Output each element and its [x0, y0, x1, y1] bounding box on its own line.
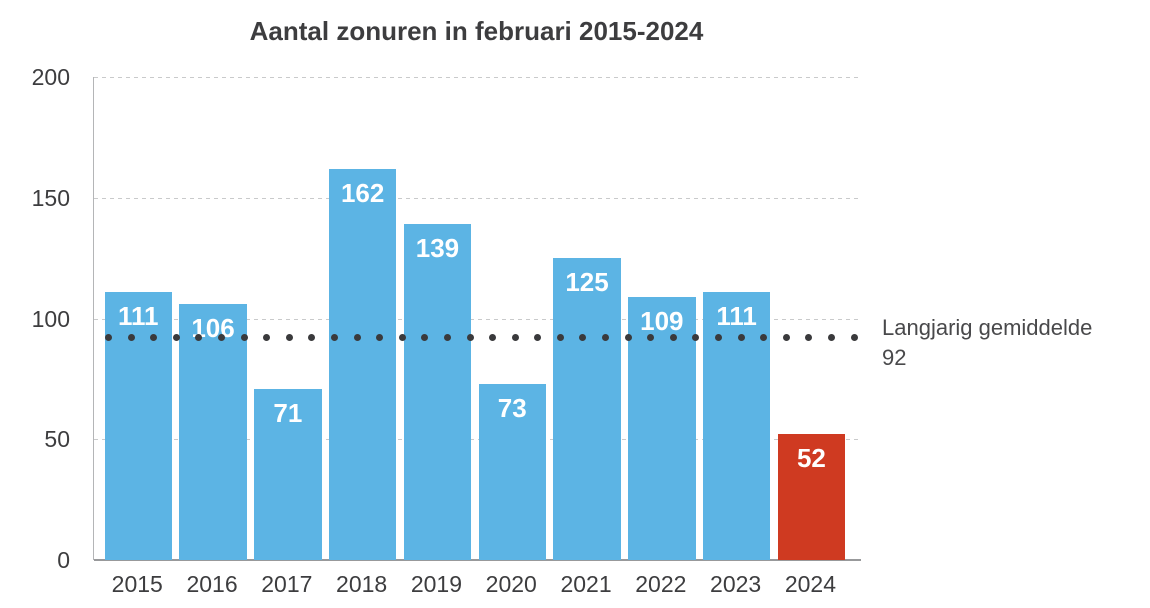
bar-2024: 52 — [777, 434, 846, 560]
bar-2015: 111 — [104, 291, 172, 560]
average-line-dot — [308, 334, 316, 342]
average-line-dot — [647, 334, 655, 342]
average-line-dot — [443, 334, 451, 342]
x-axis-tick-label-2019: 2019 — [410, 571, 463, 597]
average-line-dot — [850, 334, 858, 342]
average-line-dot — [624, 334, 632, 342]
gridline-150 — [94, 197, 861, 199]
bar-2018: 162 — [328, 168, 397, 560]
bar-2017: 71 — [254, 388, 322, 560]
average-line-dot — [489, 334, 497, 342]
bar-value-label-2015: 111 — [117, 300, 159, 331]
x-axis-baseline — [94, 559, 861, 561]
average-line-dot — [511, 334, 519, 342]
average-line-dot — [172, 334, 180, 342]
average-line-dot — [760, 334, 768, 342]
average-line-dot — [105, 334, 112, 342]
average-line-dot — [782, 334, 790, 342]
chart-title: Aantal zonuren in februari 2015-2024 — [249, 16, 704, 46]
bar-value-label-2018: 162 — [340, 177, 385, 208]
gridline-50 — [94, 439, 861, 441]
y-axis-tick-label-200: 200 — [31, 64, 70, 90]
average-annotation: Langjarig gemiddelde 92 — [882, 313, 1142, 373]
average-line-dot — [534, 334, 542, 342]
x-axis-tick-label-2022: 2022 — [635, 571, 687, 597]
average-line-dot — [263, 334, 271, 342]
bar-2022: 109 — [628, 296, 696, 560]
bar-value-label-2024: 52 — [796, 443, 826, 474]
x-axis-tick-label-2017: 2017 — [261, 571, 313, 597]
average-annotation-label: Langjarig gemiddelde — [882, 314, 1093, 340]
average-line-dot — [421, 334, 429, 342]
x-axis-tick-label-2021: 2021 — [560, 571, 612, 597]
average-line-dot — [715, 334, 723, 342]
bar-2020: 73 — [478, 383, 546, 560]
average-line-dot — [669, 334, 677, 342]
average-line-dot — [737, 334, 745, 342]
average-line-dot — [828, 334, 835, 342]
average-line-dot — [398, 334, 406, 342]
bar-2016: 106 — [179, 304, 247, 560]
bar-value-label-2021: 125 — [565, 267, 609, 298]
bar-2023: 111 — [702, 291, 771, 560]
plot-area: 111 106 71 162 139 73 125 109 111 52 — [93, 77, 861, 561]
gridline-200 — [94, 77, 861, 78]
average-line-dot — [150, 334, 158, 342]
bar-value-label-2020: 73 — [497, 392, 527, 423]
x-axis-tick-label-2020: 2020 — [485, 571, 537, 597]
x-axis-tick-label-2023: 2023 — [710, 571, 762, 597]
average-line-dot — [692, 334, 700, 342]
x-axis-tick-label-2018: 2018 — [336, 571, 388, 597]
x-axis-tick-label-2024: 2024 — [784, 571, 837, 597]
bar-value-label-2023: 111 — [716, 300, 757, 331]
bar-value-label-2017: 71 — [273, 397, 303, 428]
average-line-dot — [240, 334, 248, 342]
average-line-dot — [217, 334, 225, 342]
average-line-dot — [556, 334, 564, 342]
average-line-dot — [466, 334, 474, 342]
bar-value-label-2022: 109 — [640, 305, 684, 336]
average-annotation-value: 92 — [882, 344, 907, 370]
average-line-dot — [602, 334, 610, 342]
bar-2019: 139 — [403, 224, 472, 560]
x-axis-tick-label-2016: 2016 — [186, 571, 238, 597]
average-line-dot — [805, 334, 813, 342]
y-axis-tick-label-100: 100 — [31, 305, 70, 332]
gridline-100 — [94, 318, 861, 320]
average-line-dot — [127, 334, 135, 342]
average-line-dot — [353, 334, 361, 342]
y-axis-tick-label-0: 0 — [57, 547, 70, 573]
average-line — [105, 334, 858, 342]
average-line-dot — [330, 334, 338, 342]
y-axis-tick-label-150: 150 — [31, 184, 70, 211]
average-line-dot — [285, 334, 293, 342]
x-axis-tick-label-2015: 2015 — [111, 571, 163, 597]
average-line-dot — [195, 334, 203, 342]
y-axis-tick-label-50: 50 — [44, 426, 70, 453]
average-line-dot — [579, 334, 587, 342]
bar-2021: 125 — [553, 258, 621, 560]
average-line-dot — [376, 334, 384, 342]
bar-value-label-2019: 139 — [415, 233, 460, 264]
